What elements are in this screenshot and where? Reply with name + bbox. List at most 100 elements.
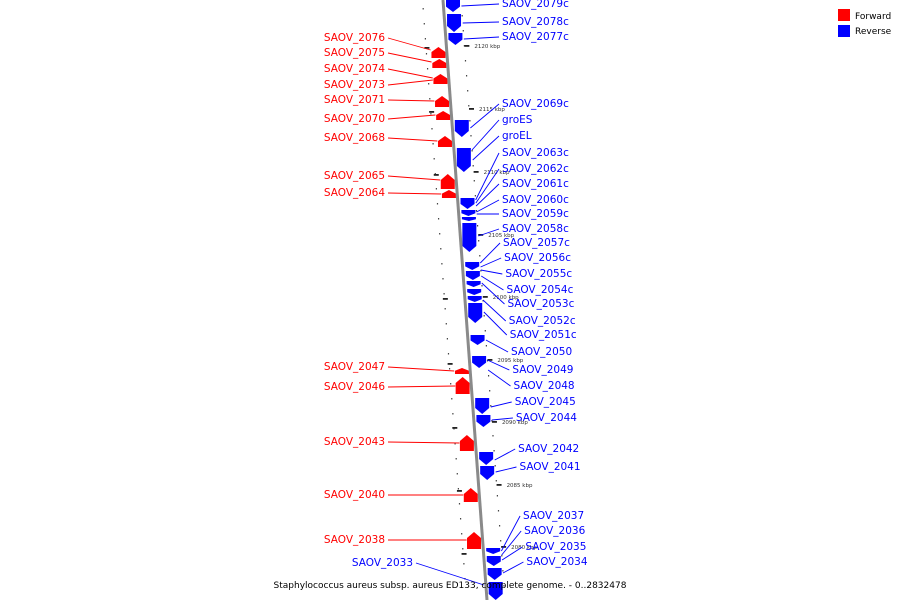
leader-line bbox=[462, 21, 500, 24]
reverse-gene-arrow bbox=[479, 452, 494, 465]
ruler-dot bbox=[475, 210, 478, 212]
reverse-gene-label: SAOV_2057c bbox=[503, 237, 570, 249]
reverse-gene-arrow bbox=[475, 398, 490, 414]
leader-line bbox=[481, 275, 504, 291]
reverse-gene-label: SAOV_2035 bbox=[525, 541, 586, 553]
ruler-dot bbox=[423, 23, 425, 25]
leader-line bbox=[461, 3, 500, 7]
ruler-dot bbox=[450, 383, 452, 385]
ruler-dot bbox=[487, 375, 490, 377]
ruler-dash bbox=[452, 427, 458, 429]
reverse-gene-label: SAOV_2042 bbox=[518, 443, 579, 455]
ruler-dot bbox=[493, 450, 495, 452]
reverse-gene-label: SAOV_2051c bbox=[510, 329, 577, 341]
leader-line bbox=[479, 242, 501, 264]
leader-line bbox=[387, 68, 433, 79]
ruler-dot bbox=[437, 218, 440, 220]
leader-line bbox=[387, 192, 442, 195]
leader-line bbox=[476, 199, 500, 213]
reverse-gene-label: SAOV_2054c bbox=[506, 284, 573, 296]
ruler-dot bbox=[458, 503, 461, 505]
ruler-dot bbox=[459, 518, 462, 520]
reverse-gene-arrow bbox=[454, 120, 469, 137]
reverse-gene-label: SAOV_2056c bbox=[504, 252, 571, 264]
forward-gene-label: SAOV_2038 bbox=[324, 534, 385, 546]
ruler-dot bbox=[494, 465, 496, 467]
reverse-gene-arrow bbox=[488, 582, 503, 600]
leader-line bbox=[475, 183, 500, 207]
ruler-dot bbox=[482, 300, 484, 302]
leader-line bbox=[494, 448, 516, 461]
reverse-gene-label: SAOV_2077c bbox=[502, 31, 569, 43]
leader-line bbox=[481, 282, 505, 305]
reverse-gene-label: SAOV_2041 bbox=[519, 461, 580, 473]
tick-mark bbox=[468, 108, 474, 110]
reverse-gene-arrow bbox=[480, 466, 495, 480]
forward-gene-label: SAOV_2074 bbox=[324, 63, 385, 75]
ruler-dot bbox=[451, 398, 453, 400]
leader-line bbox=[501, 546, 523, 561]
reverse-gene-arrow bbox=[461, 217, 476, 221]
reverse-gene-label: SAOV_2060c bbox=[502, 194, 569, 206]
reverse-gene-arrow bbox=[460, 198, 475, 209]
reverse-gene-arrow bbox=[465, 271, 480, 280]
ruler-dot bbox=[429, 98, 431, 100]
tick-label: 2100 kbp bbox=[493, 295, 519, 301]
reverse-gene-label: SAOV_2052c bbox=[509, 315, 576, 327]
forward-gene-label: SAOV_2040 bbox=[324, 489, 385, 501]
ruler-dot bbox=[456, 473, 458, 475]
ruler-dot bbox=[425, 53, 428, 55]
ruler-dot bbox=[502, 570, 504, 572]
ruler-dot bbox=[462, 30, 464, 32]
tick-mark bbox=[491, 421, 497, 423]
ruler-dot bbox=[497, 510, 500, 512]
leader-line bbox=[501, 530, 522, 556]
leader-line bbox=[478, 228, 500, 237]
ruler-dot bbox=[470, 135, 472, 137]
forward-gene-label: SAOV_2065 bbox=[324, 170, 385, 182]
leader-line bbox=[480, 257, 502, 268]
reverse-gene-arrow bbox=[456, 148, 471, 172]
leader-line bbox=[387, 52, 432, 63]
tick-mark bbox=[473, 171, 479, 173]
reverse-gene-label: SAOV_2059c bbox=[502, 208, 569, 220]
ruler-dot bbox=[447, 353, 450, 355]
forward-gene-label: SAOV_2070 bbox=[324, 113, 385, 125]
ruler-dot bbox=[496, 495, 498, 497]
leader-line bbox=[475, 152, 500, 201]
ruler-dot bbox=[472, 165, 474, 167]
reverse-gene-arrow bbox=[467, 289, 482, 295]
reverse-gene-arrow bbox=[462, 223, 477, 252]
forward-gene-label: SAOV_2068 bbox=[324, 132, 385, 144]
reverse-gene-arrow bbox=[468, 303, 483, 323]
reverse-gene-label: SAOV_2055c bbox=[505, 268, 572, 280]
ruler-dot bbox=[444, 308, 446, 310]
genome-backbone bbox=[441, 0, 489, 600]
reverse-gene-label: SAOV_2045 bbox=[515, 396, 576, 408]
ruler-dot bbox=[467, 90, 469, 92]
forward-gene-arrow bbox=[432, 59, 447, 68]
forward-gene-arrow bbox=[435, 96, 450, 107]
legend-forward-label: Forward bbox=[855, 12, 891, 22]
ruler-dot bbox=[428, 83, 430, 85]
tick-label: 2090 kbp bbox=[502, 420, 528, 426]
reverse-gene-arrow bbox=[447, 14, 462, 32]
forward-gene-label: SAOV_2047 bbox=[324, 361, 385, 373]
ruler-dot bbox=[431, 128, 433, 130]
tick-label: 2095 kbp bbox=[497, 358, 523, 364]
forward-gene-arrow bbox=[467, 532, 482, 549]
legend-reverse-swatch bbox=[838, 25, 850, 37]
gene-labels: SAOV_2076 SAOV_2075 SAOV_2074 SAOV_2073 SAOV… bbox=[324, 0, 588, 569]
reverse-gene-label: SAOV_2044 bbox=[516, 412, 577, 424]
leader-line bbox=[495, 466, 517, 473]
ruler-dot bbox=[465, 75, 468, 77]
reverse-gene-label: SAOV_2037 bbox=[523, 510, 584, 522]
ruler-dot bbox=[492, 435, 494, 437]
ruler-dot bbox=[495, 480, 497, 482]
ruler-dot bbox=[432, 143, 434, 145]
ruler-dot bbox=[433, 158, 435, 160]
backbone-dots bbox=[422, 8, 505, 587]
ruler-dot bbox=[471, 150, 473, 152]
legend: Forward Reverse bbox=[838, 9, 892, 37]
ruler-dot bbox=[469, 120, 471, 122]
